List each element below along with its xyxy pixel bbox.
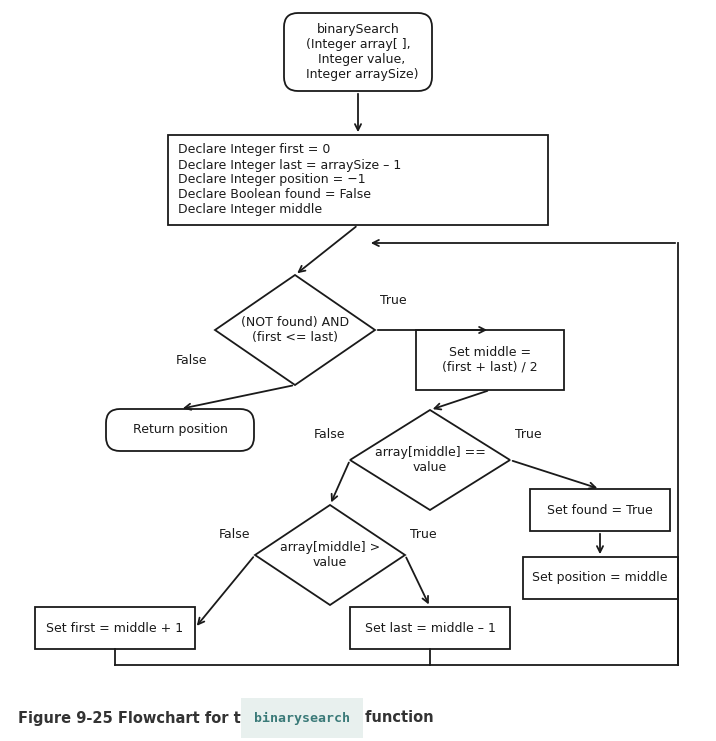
FancyBboxPatch shape <box>106 409 254 451</box>
Text: True: True <box>515 428 541 442</box>
Text: Set position = middle: Set position = middle <box>532 571 668 585</box>
FancyBboxPatch shape <box>284 13 432 91</box>
Text: True: True <box>410 528 437 542</box>
Polygon shape <box>255 505 405 605</box>
Text: Set first = middle + 1: Set first = middle + 1 <box>47 622 183 634</box>
Text: (NOT found) AND
(first <= last): (NOT found) AND (first <= last) <box>241 316 349 344</box>
Text: binarysearch: binarysearch <box>254 711 350 725</box>
Text: False: False <box>314 428 345 442</box>
Text: binarySearch
(Integer array[ ],
  Integer value,
  Integer arraySize): binarySearch (Integer array[ ], Integer … <box>298 23 418 81</box>
Text: False: False <box>218 528 250 542</box>
Text: True: True <box>380 293 407 307</box>
Bar <box>168 135 548 225</box>
Bar <box>530 489 670 531</box>
Text: array[middle] ==
value: array[middle] == value <box>374 446 485 474</box>
Text: Set last = middle – 1: Set last = middle – 1 <box>364 622 495 634</box>
Text: Set found = True: Set found = True <box>547 503 653 516</box>
Text: Declare Integer first = 0
Declare Integer last = arraySize – 1
Declare Integer p: Declare Integer first = 0 Declare Intege… <box>178 144 401 216</box>
Text: False: False <box>175 353 207 367</box>
Bar <box>350 607 510 649</box>
Bar <box>416 330 564 390</box>
Text: Return position: Return position <box>132 424 228 436</box>
Bar <box>523 557 677 599</box>
Polygon shape <box>350 410 510 510</box>
Text: function: function <box>360 711 434 725</box>
Polygon shape <box>215 275 375 385</box>
Bar <box>35 607 195 649</box>
Text: Set middle =
(first + last) / 2: Set middle = (first + last) / 2 <box>442 346 538 374</box>
Text: array[middle] >
value: array[middle] > value <box>280 541 380 569</box>
Text: Figure 9-25 Flowchart for the: Figure 9-25 Flowchart for the <box>18 711 266 725</box>
